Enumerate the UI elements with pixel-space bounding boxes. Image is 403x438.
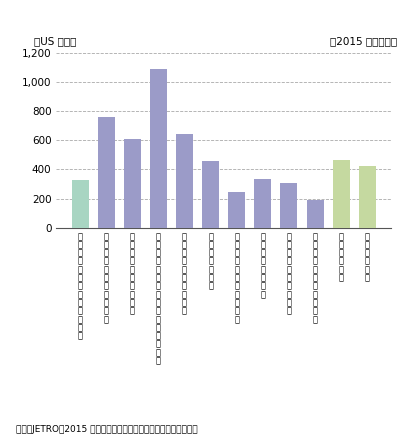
Bar <box>254 179 271 228</box>
Text: （2015 年度調査）: （2015 年度調査） <box>330 36 397 46</box>
Bar <box>124 139 141 228</box>
Bar <box>202 161 219 228</box>
Bar <box>280 183 297 228</box>
Bar <box>307 200 324 228</box>
Bar <box>150 69 167 228</box>
Text: （US ドル）: （US ドル） <box>34 36 77 46</box>
Bar <box>72 180 89 228</box>
Bar <box>98 117 115 228</box>
Text: 資料：JETRO「2015 年度投資コスト比較」から経済産業省作成。: 資料：JETRO「2015 年度投資コスト比較」から経済産業省作成。 <box>16 425 198 434</box>
Bar <box>228 192 245 228</box>
Bar <box>332 160 350 228</box>
Bar <box>176 134 193 228</box>
Bar <box>359 166 376 228</box>
